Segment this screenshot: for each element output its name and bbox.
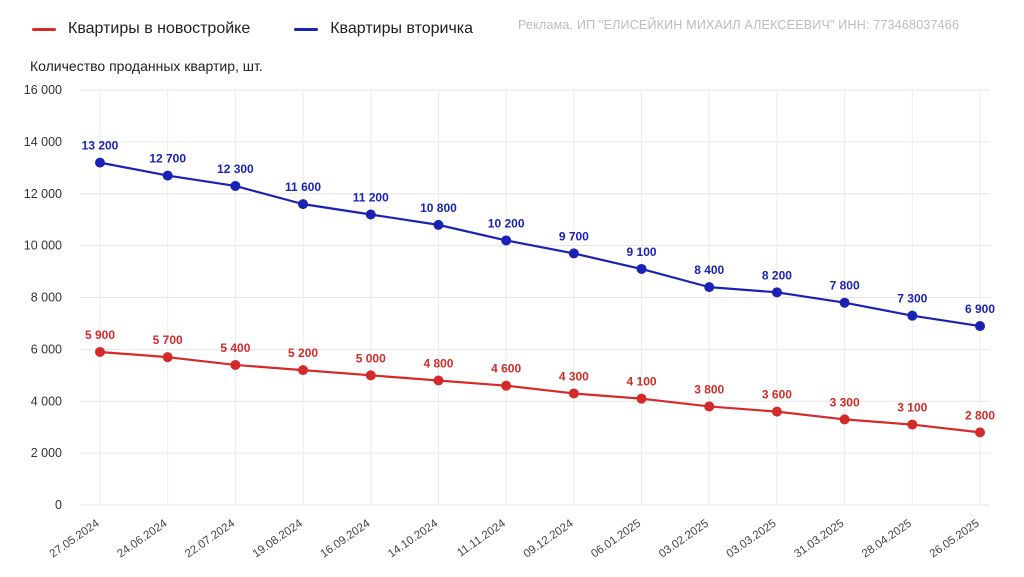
data-label: 2 800 (965, 408, 995, 422)
data-label: 10 200 (488, 216, 525, 230)
data-label: 8 200 (762, 268, 792, 282)
data-point (907, 419, 918, 430)
data-point (433, 375, 444, 386)
data-point (365, 209, 376, 220)
y-tick-label: 4 000 (31, 394, 62, 408)
x-tick-label: 06.01.2025 (589, 518, 643, 561)
data-label: 5 900 (85, 328, 115, 342)
y-tick-label: 14 000 (24, 135, 62, 149)
data-label: 3 600 (762, 388, 792, 402)
data-point (907, 310, 918, 321)
data-point (230, 359, 241, 370)
y-tick-label: 2 000 (31, 446, 62, 460)
data-label: 4 800 (423, 357, 453, 371)
x-tick-label: 22.07.2024 (183, 517, 238, 560)
data-label: 9 100 (627, 245, 657, 259)
x-tick-label: 03.03.2025 (725, 518, 779, 561)
data-label: 6 900 (965, 302, 995, 316)
data-point (501, 380, 512, 391)
y-tick-label: 16 000 (24, 83, 62, 97)
data-label: 7 800 (830, 279, 860, 293)
data-label: 3 300 (830, 395, 860, 409)
data-label: 3 100 (897, 401, 927, 415)
data-point (230, 180, 241, 191)
data-point (162, 170, 173, 181)
data-label: 5 700 (153, 333, 183, 347)
data-point (636, 393, 647, 404)
x-tick-label: 16.09.2024 (318, 517, 373, 560)
data-point (95, 346, 105, 357)
data-label: 5 400 (220, 341, 250, 355)
x-tick-label: 14.10.2024 (386, 517, 441, 560)
data-label: 13 200 (82, 139, 119, 153)
data-label: 3 800 (694, 382, 724, 396)
y-axis-title: Количество проданных квартир, шт. (30, 58, 263, 74)
data-point (771, 406, 782, 417)
data-point (704, 401, 715, 412)
data-point (975, 427, 985, 438)
data-label: 12 700 (149, 152, 186, 166)
data-point (636, 263, 647, 274)
data-label: 11 200 (353, 191, 389, 205)
data-label: 4 300 (559, 369, 589, 383)
legend-label-new-buildings: Квартиры в новостройке (68, 20, 251, 37)
x-tick-label: 28.04.2025 (860, 518, 914, 561)
legend-item-new-buildings[interactable]: Квартиры в новостройке (32, 20, 250, 38)
data-label: 8 400 (694, 263, 724, 277)
legend-swatch-new-buildings (32, 27, 56, 31)
data-point (433, 219, 444, 230)
y-tick-label: 8 000 (31, 291, 62, 305)
data-label: 5 000 (356, 351, 386, 365)
data-point (568, 248, 579, 259)
data-label: 11 600 (285, 180, 321, 194)
x-tick-label: 09.12.2024 (522, 517, 577, 560)
x-tick-label: 11.11.2024 (455, 517, 508, 559)
data-point (975, 321, 985, 332)
x-tick-label: 27.05.2024 (48, 517, 103, 560)
legend: Квартиры в новостройке Квартиры вторичка (32, 14, 473, 44)
data-label: 5 200 (288, 346, 318, 360)
data-point (365, 370, 376, 381)
data-label: 4 600 (491, 362, 521, 376)
x-tick-label: 26.05.2025 (928, 518, 982, 561)
x-tick-label: 24.06.2024 (115, 517, 170, 560)
series-line (99, 161, 981, 328)
data-point (839, 414, 850, 425)
data-point (501, 235, 512, 246)
data-label: 4 100 (627, 375, 657, 389)
legend-swatch-secondary (294, 27, 319, 31)
data-label: 7 300 (897, 292, 927, 306)
y-tick-label: 12 000 (24, 187, 62, 201)
y-tick-label: 6 000 (31, 342, 62, 356)
ad-disclaimer: Реклама. ИП "ЕЛИСЕЙКИН МИХАИЛ АЛЕКСЕЕВИЧ… (518, 18, 960, 32)
data-point (568, 388, 579, 399)
series-line (99, 350, 981, 434)
data-point (162, 352, 173, 363)
data-label: 10 800 (420, 201, 457, 215)
y-tick-label: 10 000 (24, 239, 62, 253)
data-point (95, 157, 105, 168)
data-point (839, 297, 850, 308)
y-tick-label: 0 (55, 498, 62, 512)
data-point (298, 199, 309, 210)
x-tick-label: 31.03.2025 (792, 518, 846, 561)
data-label: 9 700 (559, 229, 589, 243)
legend-label-secondary: Квартиры вторичка (330, 20, 474, 37)
data-point (704, 282, 715, 293)
x-tick-label: 19.08.2024 (251, 517, 306, 560)
data-point (298, 365, 309, 376)
x-tick-label: 03.02.2025 (657, 518, 711, 561)
data-point (771, 287, 782, 298)
legend-item-secondary[interactable]: Квартиры вторичка (294, 20, 473, 38)
data-label: 12 300 (217, 162, 254, 176)
